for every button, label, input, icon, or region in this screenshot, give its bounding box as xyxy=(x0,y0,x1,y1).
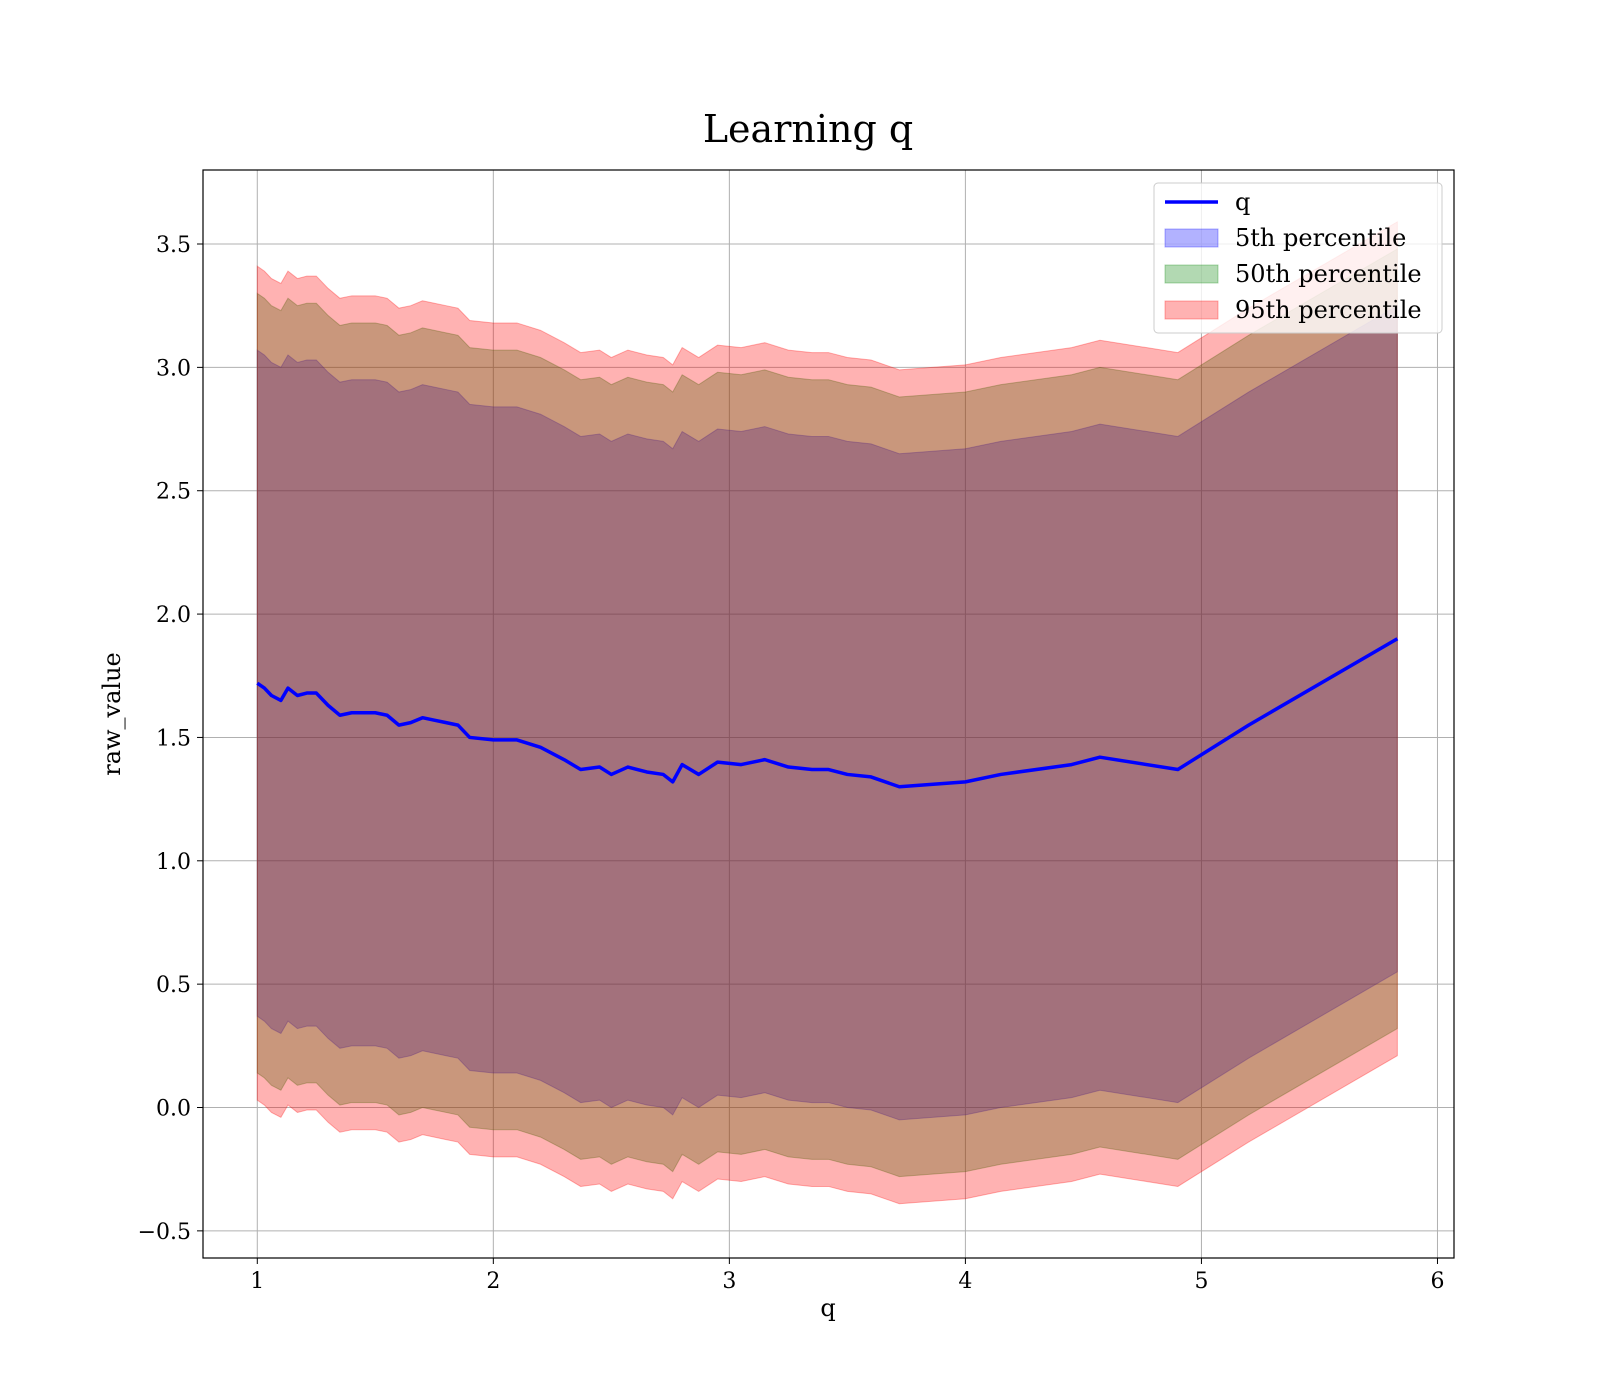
legend-label-q: q xyxy=(1235,188,1250,216)
chart-title: Learning q xyxy=(703,107,913,151)
plot-frame xyxy=(202,169,1455,1259)
y-axis-label: raw_value xyxy=(98,652,126,776)
legend-swatch-p50 xyxy=(1164,264,1219,284)
y-tick-label: 3.0 xyxy=(156,356,191,381)
legend-label-p5: 5th percentile xyxy=(1235,224,1406,252)
x-tick-label: 2 xyxy=(486,1269,500,1294)
x-tick-label: 4 xyxy=(958,1269,972,1294)
y-tick-label: 0.0 xyxy=(156,1097,191,1122)
q-line xyxy=(256,637,1399,789)
y-tick-label: 0.5 xyxy=(156,973,191,998)
x-tick-label: 6 xyxy=(1430,1269,1444,1294)
y-tick-label: 1.0 xyxy=(156,850,191,875)
y-tick-label: 1.5 xyxy=(156,726,191,751)
band-5th-percentile xyxy=(256,304,1398,1121)
legend-box xyxy=(1153,182,1443,334)
y-tick-label: 2.5 xyxy=(156,480,191,505)
grid xyxy=(203,170,1454,1258)
band-95th-percentile xyxy=(256,220,1398,1205)
legend: q 5th percentile 50th percentile 95th pe… xyxy=(1153,182,1443,334)
legend-swatch-p95 xyxy=(1164,300,1219,320)
legend-label-p95: 95th percentile xyxy=(1235,296,1422,324)
y-tick-label: 3.5 xyxy=(156,233,191,258)
x-tick-label: 5 xyxy=(1194,1269,1208,1294)
x-tick-label: 3 xyxy=(722,1269,736,1294)
band-50th-percentile xyxy=(256,248,1398,1178)
y-tick-label: 2.0 xyxy=(156,603,191,628)
legend-label-p50: 50th percentile xyxy=(1235,260,1422,288)
percentile-bands xyxy=(256,220,1398,1205)
legend-swatch-p5 xyxy=(1164,228,1219,248)
q-line-layer xyxy=(256,637,1399,789)
y-tick-label: −0.5 xyxy=(138,1220,191,1245)
x-axis-label: q xyxy=(820,1294,835,1322)
axis-ticks: 1 2 3 4 5 6 −0.5 0.0 0.5 1.0 1.5 2.0 2.5 3.0 3.5 xyxy=(138,233,1445,1294)
x-tick-label: 1 xyxy=(250,1269,264,1294)
